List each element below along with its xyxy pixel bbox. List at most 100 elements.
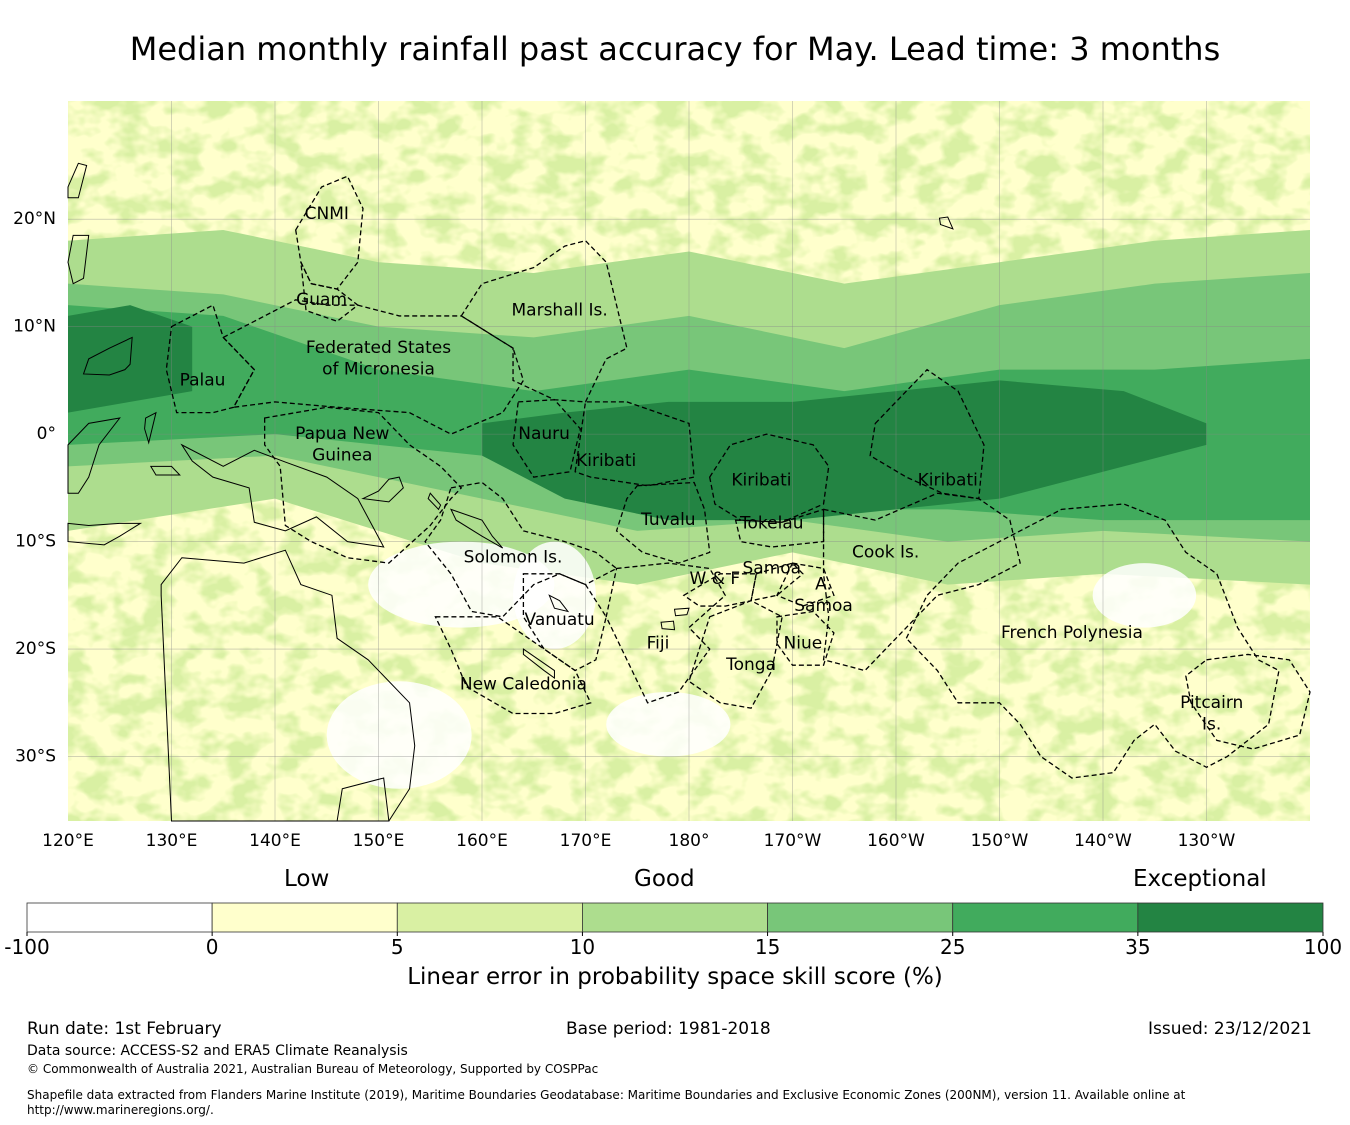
lon-tick-label: 130°W <box>1178 831 1236 851</box>
region-label: Tuvalu <box>640 510 696 530</box>
map-gridlines <box>68 101 1310 821</box>
colorbar-tick-label: 100 <box>1304 935 1342 959</box>
region-label: Papua New <box>295 424 389 444</box>
luzon-coast <box>67 234 90 285</box>
region-label: Niue <box>784 634 823 654</box>
region-label: A. <box>815 575 832 595</box>
eez-fsm <box>222 299 525 435</box>
region-label: Solomon Is. <box>464 548 563 568</box>
colorbar-label: Linear error in probability space skill … <box>407 964 943 990</box>
colorbar-swatch <box>767 902 954 933</box>
lat-tick-label: 30°S <box>15 747 56 767</box>
region-label: of Micronesia <box>322 360 435 380</box>
region-label: Kiribati <box>918 470 978 490</box>
region-label: French Polynesia <box>1001 623 1143 643</box>
region-label: Tokelau <box>739 513 804 533</box>
eez-tonga <box>688 599 783 709</box>
lon-tick-label: 160°W <box>867 831 925 851</box>
region-label: Tonga <box>725 655 776 675</box>
colorbar-swatch <box>952 902 1139 933</box>
lon-tick-label: 130°E <box>146 831 198 851</box>
colorbar-tick-label: -100 <box>4 935 49 959</box>
lat-tick-label: 20°N <box>13 209 56 229</box>
region-label: CNMI <box>305 204 349 224</box>
negative-skill-patch <box>513 541 596 650</box>
region-label: Federated States <box>306 338 451 358</box>
map-axis-labels: 120°E 130°E 140°E 150°E 160°E 170°E 180° 170°W 1… <box>13 209 1235 851</box>
eez-niue <box>776 610 835 666</box>
region-label: Vanuatu <box>525 610 595 630</box>
eez-kiribati-phoenix <box>709 433 830 523</box>
lat-tick-label: 10°S <box>15 532 56 552</box>
lon-tick-label: 140°W <box>1074 831 1132 851</box>
category-low: Low <box>284 866 330 892</box>
region-label: Samoa <box>794 596 853 616</box>
negative-skill-patch <box>606 692 731 757</box>
shapefile-credit: Shapefile data extracted from Flanders M… <box>27 1088 1186 1102</box>
data-source: Data source: ACCESS-S2 and ERA5 Climate … <box>27 1043 408 1059</box>
negative-skill-patch <box>368 541 555 628</box>
australia-coast <box>160 549 416 822</box>
region-label: Palau <box>180 370 226 390</box>
category-exceptional: Exceptional <box>1133 866 1267 892</box>
eez-solomon <box>424 481 618 618</box>
colorbar-tick-label: 0 <box>206 935 219 959</box>
mindanao-coast <box>82 336 133 376</box>
solomon-coast <box>449 508 504 549</box>
colorbar-swatch <box>1137 902 1324 933</box>
region-label: Fiji <box>647 634 670 654</box>
bougainville-coast <box>427 492 442 511</box>
region-label: Guam <box>296 290 347 310</box>
lon-tick-label: 140°E <box>249 831 301 851</box>
lon-tick-label: 150°W <box>971 831 1029 851</box>
lesser-sunda-coast <box>67 522 143 546</box>
region-label: Kiribati <box>576 451 636 471</box>
region-label: Is. <box>1202 714 1221 734</box>
region-label: Guinea <box>312 446 372 466</box>
colorbar-tick-label: 25 <box>940 935 965 959</box>
nsw-coast <box>336 777 390 822</box>
colorbar-swatch <box>26 902 213 933</box>
eez-american-samoa <box>776 562 835 607</box>
taiwan-coast <box>67 162 88 199</box>
eez-fiji <box>605 562 727 704</box>
lon-tick-label: 160°E <box>456 831 508 851</box>
new-britain-coast <box>361 476 404 503</box>
region-label: New Caledonia <box>460 675 587 695</box>
colorbar-swatch <box>582 902 768 933</box>
vanua-levu-coast <box>673 607 690 617</box>
region-label: W & F <box>690 569 741 589</box>
run-date: Run date: 1st February <box>27 1019 222 1039</box>
region-label: Marshall Is. <box>512 301 608 321</box>
lon-tick-label: 150°E <box>353 831 405 851</box>
colorbar-tick-label: 10 <box>570 935 595 959</box>
eez-palau <box>165 304 256 414</box>
region-label: Kiribati <box>731 470 791 490</box>
lon-tick-label: 180° <box>669 831 710 851</box>
lat-tick-label: 10°N <box>13 317 56 337</box>
region-label: Cook Is. <box>852 542 919 562</box>
region-label: Nauru <box>518 424 570 444</box>
eez-marshall <box>460 239 628 403</box>
eez-new-caledonia <box>434 616 592 715</box>
lon-tick-label: 170°E <box>560 831 612 851</box>
issued-date: Issued: 23/12/2021 <box>1148 1019 1312 1039</box>
seram-coast <box>149 465 181 476</box>
colorbar: -100 0 5 10 15 25 35 100 <box>4 902 1342 959</box>
eez-png <box>263 406 463 564</box>
colorbar-tick-label: 35 <box>1125 935 1150 959</box>
vanuatu-coast <box>548 594 570 613</box>
lat-tick-label: 20°S <box>15 639 56 659</box>
negative-skill-patch <box>326 681 472 789</box>
eez-kiribati-west <box>574 401 695 487</box>
band-exceptional <box>482 380 1207 521</box>
coastlines <box>67 162 954 822</box>
eez-nauru <box>512 399 582 478</box>
colorbar-swatch <box>396 902 583 933</box>
lon-tick-label: 120°E <box>42 831 94 851</box>
shapefile-url: http://www.marineregions.org/. <box>27 1103 214 1117</box>
eez-cook <box>822 492 1021 672</box>
lon-tick-label: 170°W <box>764 831 822 851</box>
halmahera-coast <box>144 411 157 445</box>
